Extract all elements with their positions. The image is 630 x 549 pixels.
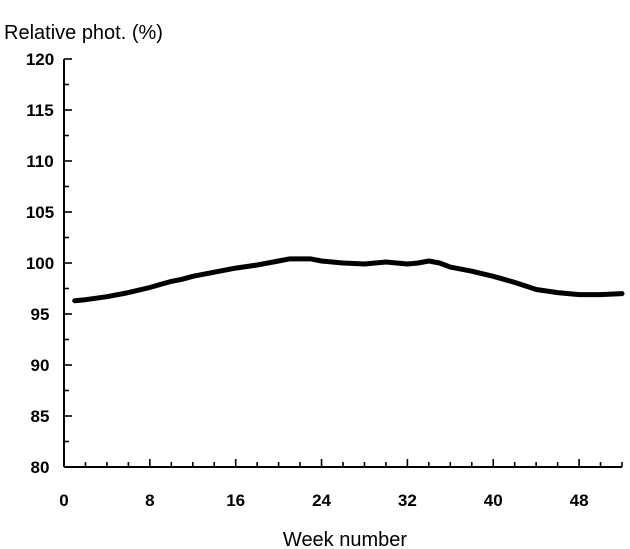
x-tick-label: 24: [312, 491, 331, 510]
y-tick-label: 120: [26, 50, 54, 69]
x-tick-label: 16: [226, 491, 245, 510]
y-axis: 80 85 90 95 100 105 110 115 120: [26, 50, 72, 477]
series-line: [72, 256, 625, 304]
x-tick-label: 0: [59, 491, 68, 510]
y-tick-label: 95: [31, 305, 50, 324]
y-tick-label: 115: [26, 101, 53, 120]
x-tick-label: 8: [145, 491, 154, 510]
x-axis: 0 8 16 24 32 40 48: [59, 459, 623, 510]
y-tick-label: 80: [31, 458, 50, 477]
y-tick-label: 105: [26, 203, 54, 222]
x-tick-label: 48: [570, 491, 589, 510]
x-tick-label: 40: [484, 491, 503, 510]
y-axis-label: Relative phot. (%): [4, 22, 163, 44]
y-tick-label: 85: [31, 407, 50, 426]
x-tick-label: 32: [398, 491, 417, 510]
x-axis-label: Week number: [283, 529, 407, 549]
y-tick-label: 100: [26, 254, 54, 273]
y-tick-label: 110: [26, 152, 53, 171]
plot-area: [72, 256, 625, 304]
y-tick-label: 90: [31, 356, 50, 375]
